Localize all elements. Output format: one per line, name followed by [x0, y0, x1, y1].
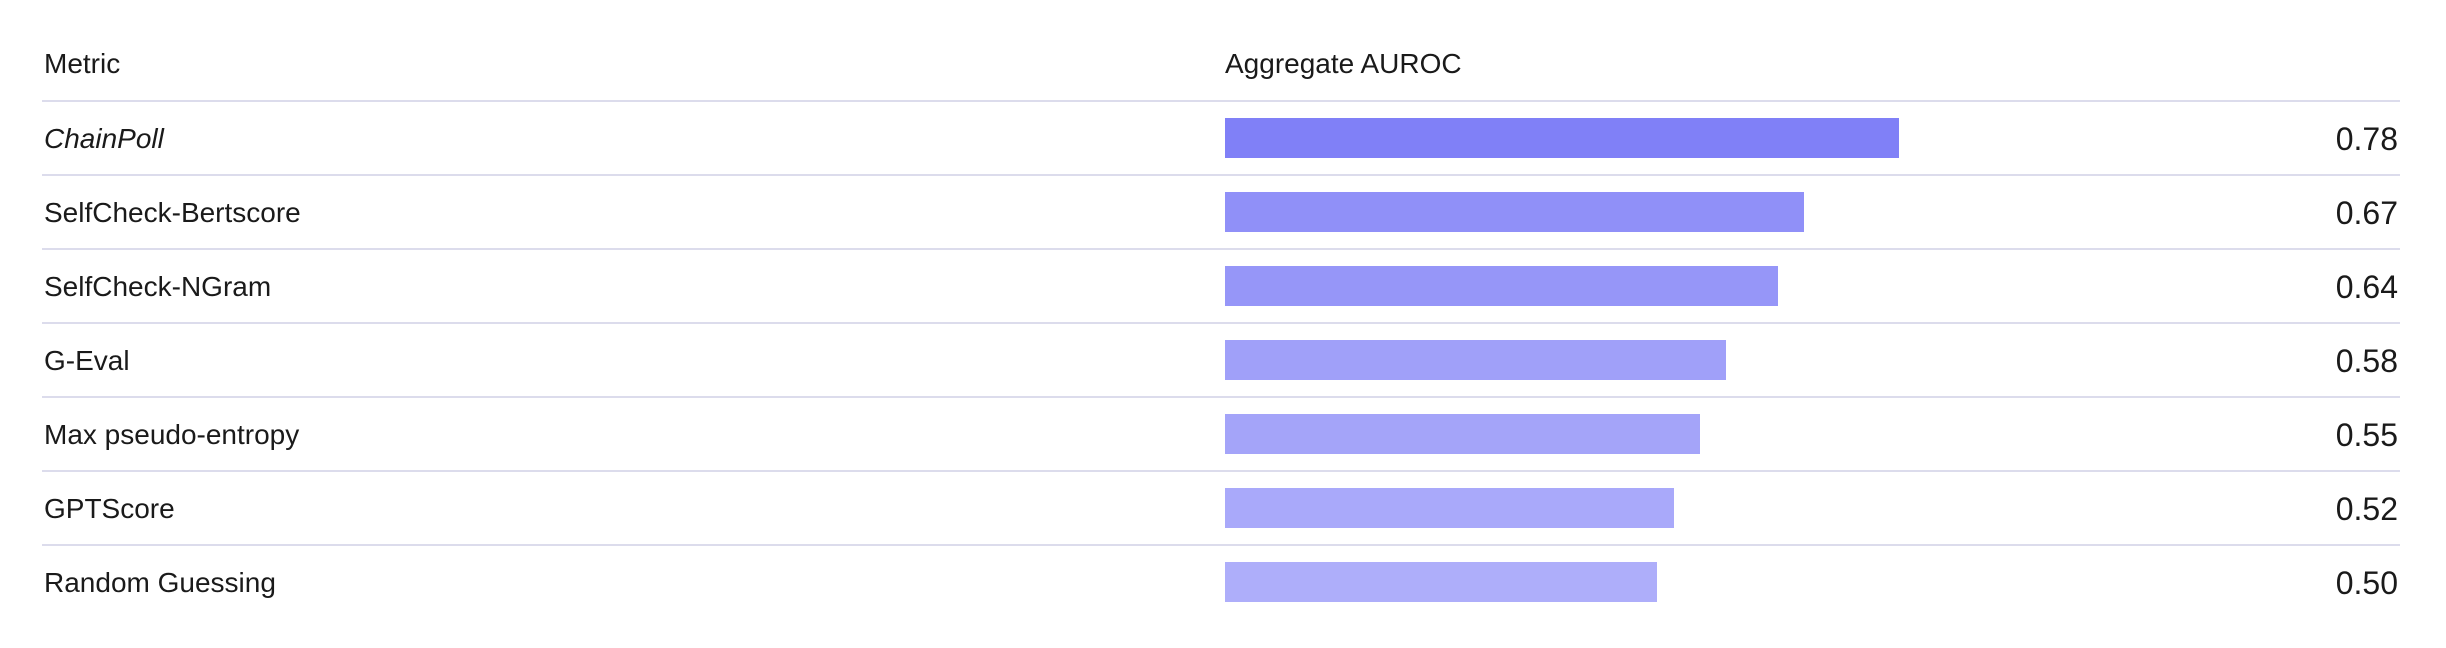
auroc-value-label: 0.52 — [2335, 491, 2398, 527]
metric-name: SelfCheck-Bertscore — [44, 197, 301, 228]
metric-name: Random Guessing — [44, 567, 276, 598]
table-body: ChainPoll 0.78 SelfCheck-Bertscore 0.67 Self… — [42, 102, 2400, 620]
auroc-bar — [1225, 266, 1778, 306]
metric-name: Max pseudo-entropy — [44, 419, 300, 450]
auroc-value-label: 0.67 — [2335, 195, 2398, 231]
metric-name: GPTScore — [44, 493, 175, 524]
auroc-bar — [1225, 192, 1804, 232]
table-row: G-Eval 0.58 — [42, 324, 2400, 398]
table-header: Metric Aggregate AUROC — [42, 0, 2400, 102]
table-row: SelfCheck-NGram 0.64 — [42, 250, 2400, 324]
table-row: ChainPoll 0.78 — [42, 102, 2400, 176]
table-row: Random Guessing 0.50 — [42, 546, 2400, 620]
metric-name: ChainPoll — [44, 123, 164, 154]
auroc-table: Metric Aggregate AUROC ChainPoll 0.78 Self… — [42, 0, 2400, 620]
auroc-value-label: 0.55 — [2335, 417, 2398, 453]
metric-name: G-Eval — [44, 345, 130, 376]
auroc-value-label: 0.58 — [2335, 343, 2398, 379]
auroc-value-label: 0.64 — [2335, 269, 2398, 305]
table-row: Max pseudo-entropy 0.55 — [42, 398, 2400, 472]
table-row: SelfCheck-Bertscore 0.67 — [42, 176, 2400, 250]
auroc-bar — [1225, 414, 1700, 454]
auroc-bar — [1225, 562, 1657, 602]
auroc-bar — [1225, 118, 1899, 158]
auroc-value-label: 0.78 — [2335, 121, 2398, 157]
table-row: GPTScore 0.52 — [42, 472, 2400, 546]
auroc-bar — [1225, 488, 1674, 528]
auroc-column-header: Aggregate AUROC — [1225, 48, 1462, 79]
auroc-value-label: 0.50 — [2335, 565, 2398, 601]
metric-name: SelfCheck-NGram — [44, 271, 272, 302]
auroc-bar — [1225, 340, 1726, 380]
metric-column-header: Metric — [44, 48, 121, 79]
